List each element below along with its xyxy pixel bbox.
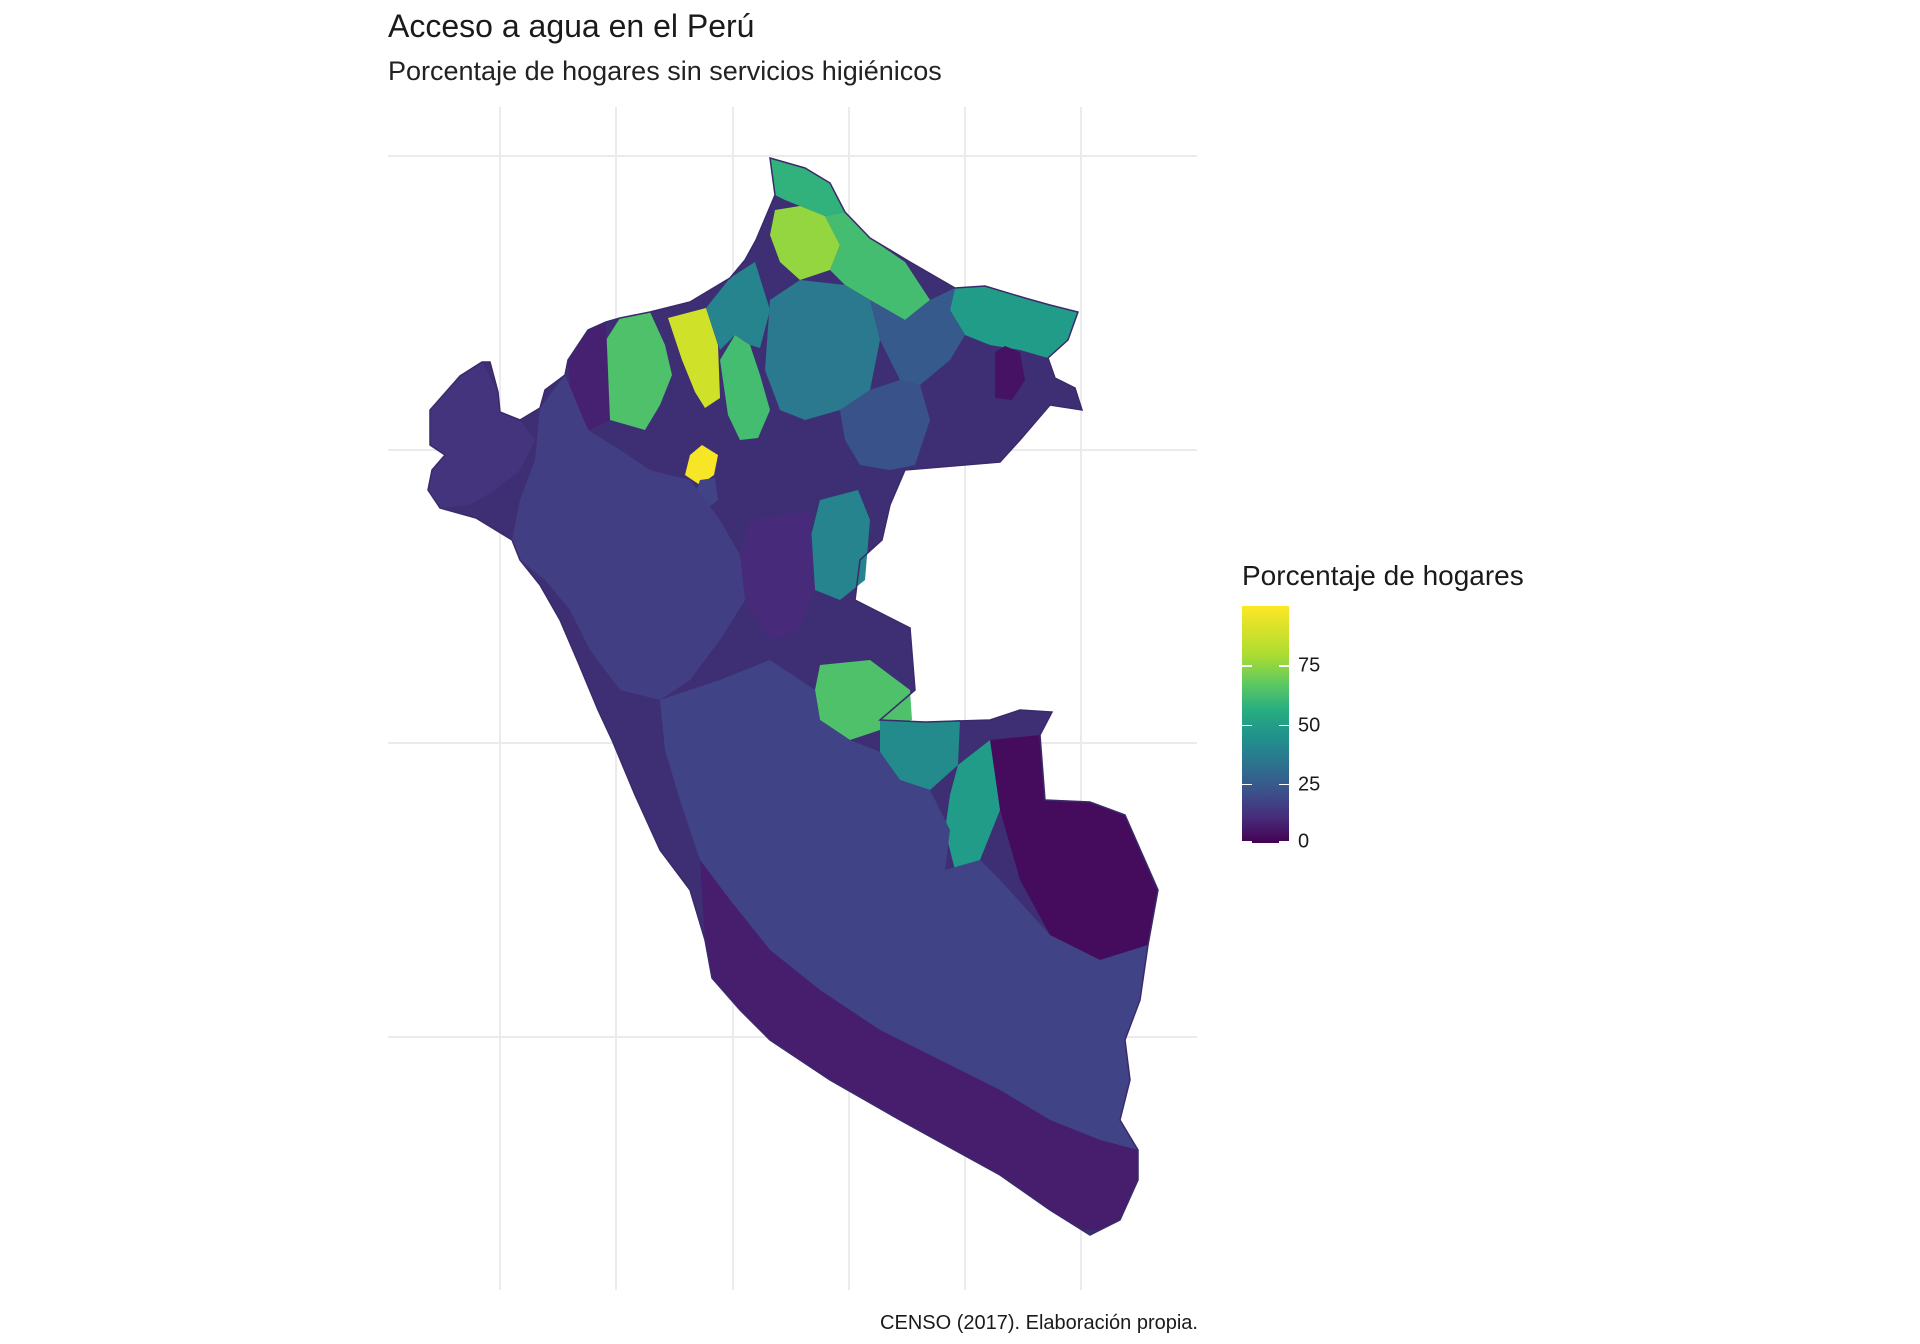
legend-colorbar: 0 25 50 75 (1242, 606, 1524, 853)
map-title: Acceso a agua en el Perú (388, 8, 755, 44)
region-requena (840, 380, 930, 470)
map-subtitle: Porcentaje de hogares sin servicios higi… (388, 56, 942, 86)
region-napo (770, 206, 840, 280)
legend-title: Porcentaje de hogares (1242, 560, 1524, 591)
region-corrientes (720, 335, 770, 440)
region-south-coast (700, 860, 1138, 1230)
region-north-tip (770, 158, 845, 216)
region-manu (945, 740, 1000, 870)
region-south-andes (660, 660, 1148, 1150)
region-tigre (706, 262, 770, 350)
region-loreto-central (765, 280, 880, 420)
region-ucayali-east (810, 490, 870, 600)
map-regions (428, 158, 1158, 1230)
region-coast-north (428, 362, 535, 508)
caption: CENSO (2017). Elaboración propia. (880, 1312, 1198, 1334)
region-purus (880, 720, 960, 790)
region-condorcanqui (685, 445, 718, 485)
region-ucayali-central (740, 510, 815, 640)
region-maranon (870, 288, 965, 385)
legend-tick-label: 25 (1298, 773, 1321, 796)
region-amazonas-north (568, 322, 610, 430)
legend-tick-label: 0 (1298, 830, 1310, 853)
region-ramon-castilla (995, 346, 1025, 400)
peru-outline-stroke (427, 156, 1159, 1236)
legend-tick-label: 50 (1298, 714, 1321, 736)
region-pastaza (605, 312, 672, 430)
country-border (427, 156, 1159, 1236)
region-madre-de-dios (990, 735, 1158, 960)
region-north-yellow (668, 308, 720, 408)
region-andes-central (512, 375, 745, 700)
legend: Porcentaje de hogares 0 25 50 75 (1242, 560, 1524, 853)
region-putumayo-east (825, 212, 930, 320)
legend-tick-label: 75 (1298, 654, 1321, 677)
